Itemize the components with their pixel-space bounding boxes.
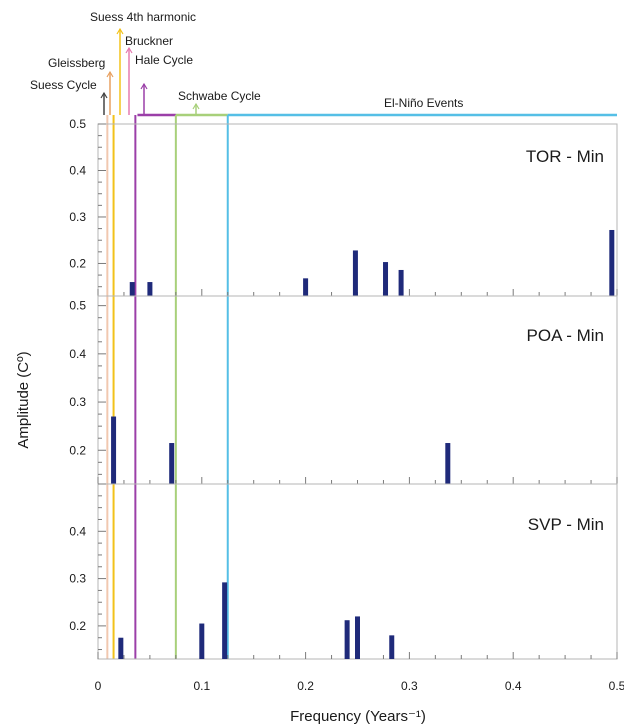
y-tick-label: 0.4 <box>69 347 86 361</box>
y-tick-label: 0.3 <box>69 210 86 224</box>
y-tick-label: 0.2 <box>69 443 86 457</box>
bar-tor-min-5 <box>383 262 389 296</box>
x-tick-label: 0.3 <box>401 679 418 693</box>
cycle-marker-arrow-bruckner <box>125 46 133 54</box>
y-tick-label: 0.2 <box>69 256 86 270</box>
cycle-marker-arrow-gleissberg <box>106 70 114 78</box>
x-tick-label: 0.5 <box>609 679 624 693</box>
y-tick-label: 0.2 <box>69 619 86 633</box>
y-tick-label: 0.5 <box>69 299 86 313</box>
panel-svp-min: 0.2 0.3 0.4 SVP - Min <box>69 483 618 660</box>
bar-poa-min-1 <box>111 416 117 484</box>
x-axis-title: Frequency (Years⁻¹) <box>290 708 426 725</box>
bar-tor-min-3 <box>303 278 309 296</box>
cycle-label-bruckner: Bruckner <box>125 34 173 48</box>
y-tick-label: 0.5 <box>69 117 86 131</box>
bar-svp-min-6 <box>389 635 395 659</box>
y-tick-label: 0.4 <box>69 163 86 177</box>
cycle-label-suess-4th-harmonic: Suess 4th harmonic <box>90 10 196 24</box>
cycle-marker-arrow-suess-4th-harmonic <box>116 27 124 35</box>
y-axis-title: Amplitude (Cº) <box>15 351 32 448</box>
panel-tor-min: 0.2 0.3 0.4 0.5 TOR - Min <box>69 117 618 297</box>
x-tick-label: 0.2 <box>297 679 314 693</box>
cycle-marker-arrow-hale-cycle <box>140 82 148 90</box>
panel-poa-min: 0.2 0.3 0.4 0.5 POA - Min <box>69 295 618 485</box>
cycle-label-suess-cycle: Suess Cycle <box>30 78 97 92</box>
bar-svp-min-3 <box>222 582 228 659</box>
bar-svp-min-5 <box>355 616 360 659</box>
y-tick-label: 0.4 <box>69 524 86 538</box>
bar-tor-min-6 <box>398 269 404 296</box>
cycle-label-el-ni-o-events: El-Niño Events <box>384 96 463 110</box>
panel-label: SVP - Min <box>528 515 604 534</box>
cycle-marker-arrow-schwabe-cycle <box>192 102 200 110</box>
bar-poa-min-2 <box>169 443 175 484</box>
cycle-label-gleissberg: Gleissberg <box>48 56 105 70</box>
cycle-annotations: Suess Cycle Gleissberg Suess 4th harmonic B… <box>30 10 617 117</box>
y-tick-label: 0.3 <box>69 572 86 586</box>
bar-poa-min-3 <box>445 443 451 484</box>
cycle-label-schwabe-cycle: Schwabe Cycle <box>178 89 261 103</box>
x-tick-label: 0.1 <box>193 679 210 693</box>
y-tick-label: 0.3 <box>69 395 86 409</box>
cycle-label-hale-cycle: Hale Cycle <box>135 53 193 67</box>
cycle-vertical-lines <box>106 115 229 659</box>
bar-tor-min-1 <box>129 282 135 296</box>
x-axis: 0 0.1 0.2 0.3 0.4 0.5 <box>95 679 624 693</box>
x-tick-label: 0.4 <box>505 679 522 693</box>
bar-tor-min-7 <box>609 229 615 296</box>
panel-label: TOR - Min <box>526 147 604 166</box>
x-tick-label: 0 <box>95 679 102 693</box>
cycle-marker-arrow-suess-cycle <box>100 91 108 99</box>
bar-svp-min-2 <box>199 623 205 659</box>
chart-panels: 0.2 0.3 0.4 0.5 TOR - Min 0.2 0.3 0.4 0.5 POA - M… <box>69 117 618 660</box>
bar-tor-min-2 <box>147 282 153 296</box>
bar-svp-min-4 <box>344 620 350 659</box>
panel-label: POA - Min <box>527 326 604 345</box>
bar-svp-min-1 <box>118 637 124 659</box>
bar-tor-min-4 <box>352 250 358 296</box>
